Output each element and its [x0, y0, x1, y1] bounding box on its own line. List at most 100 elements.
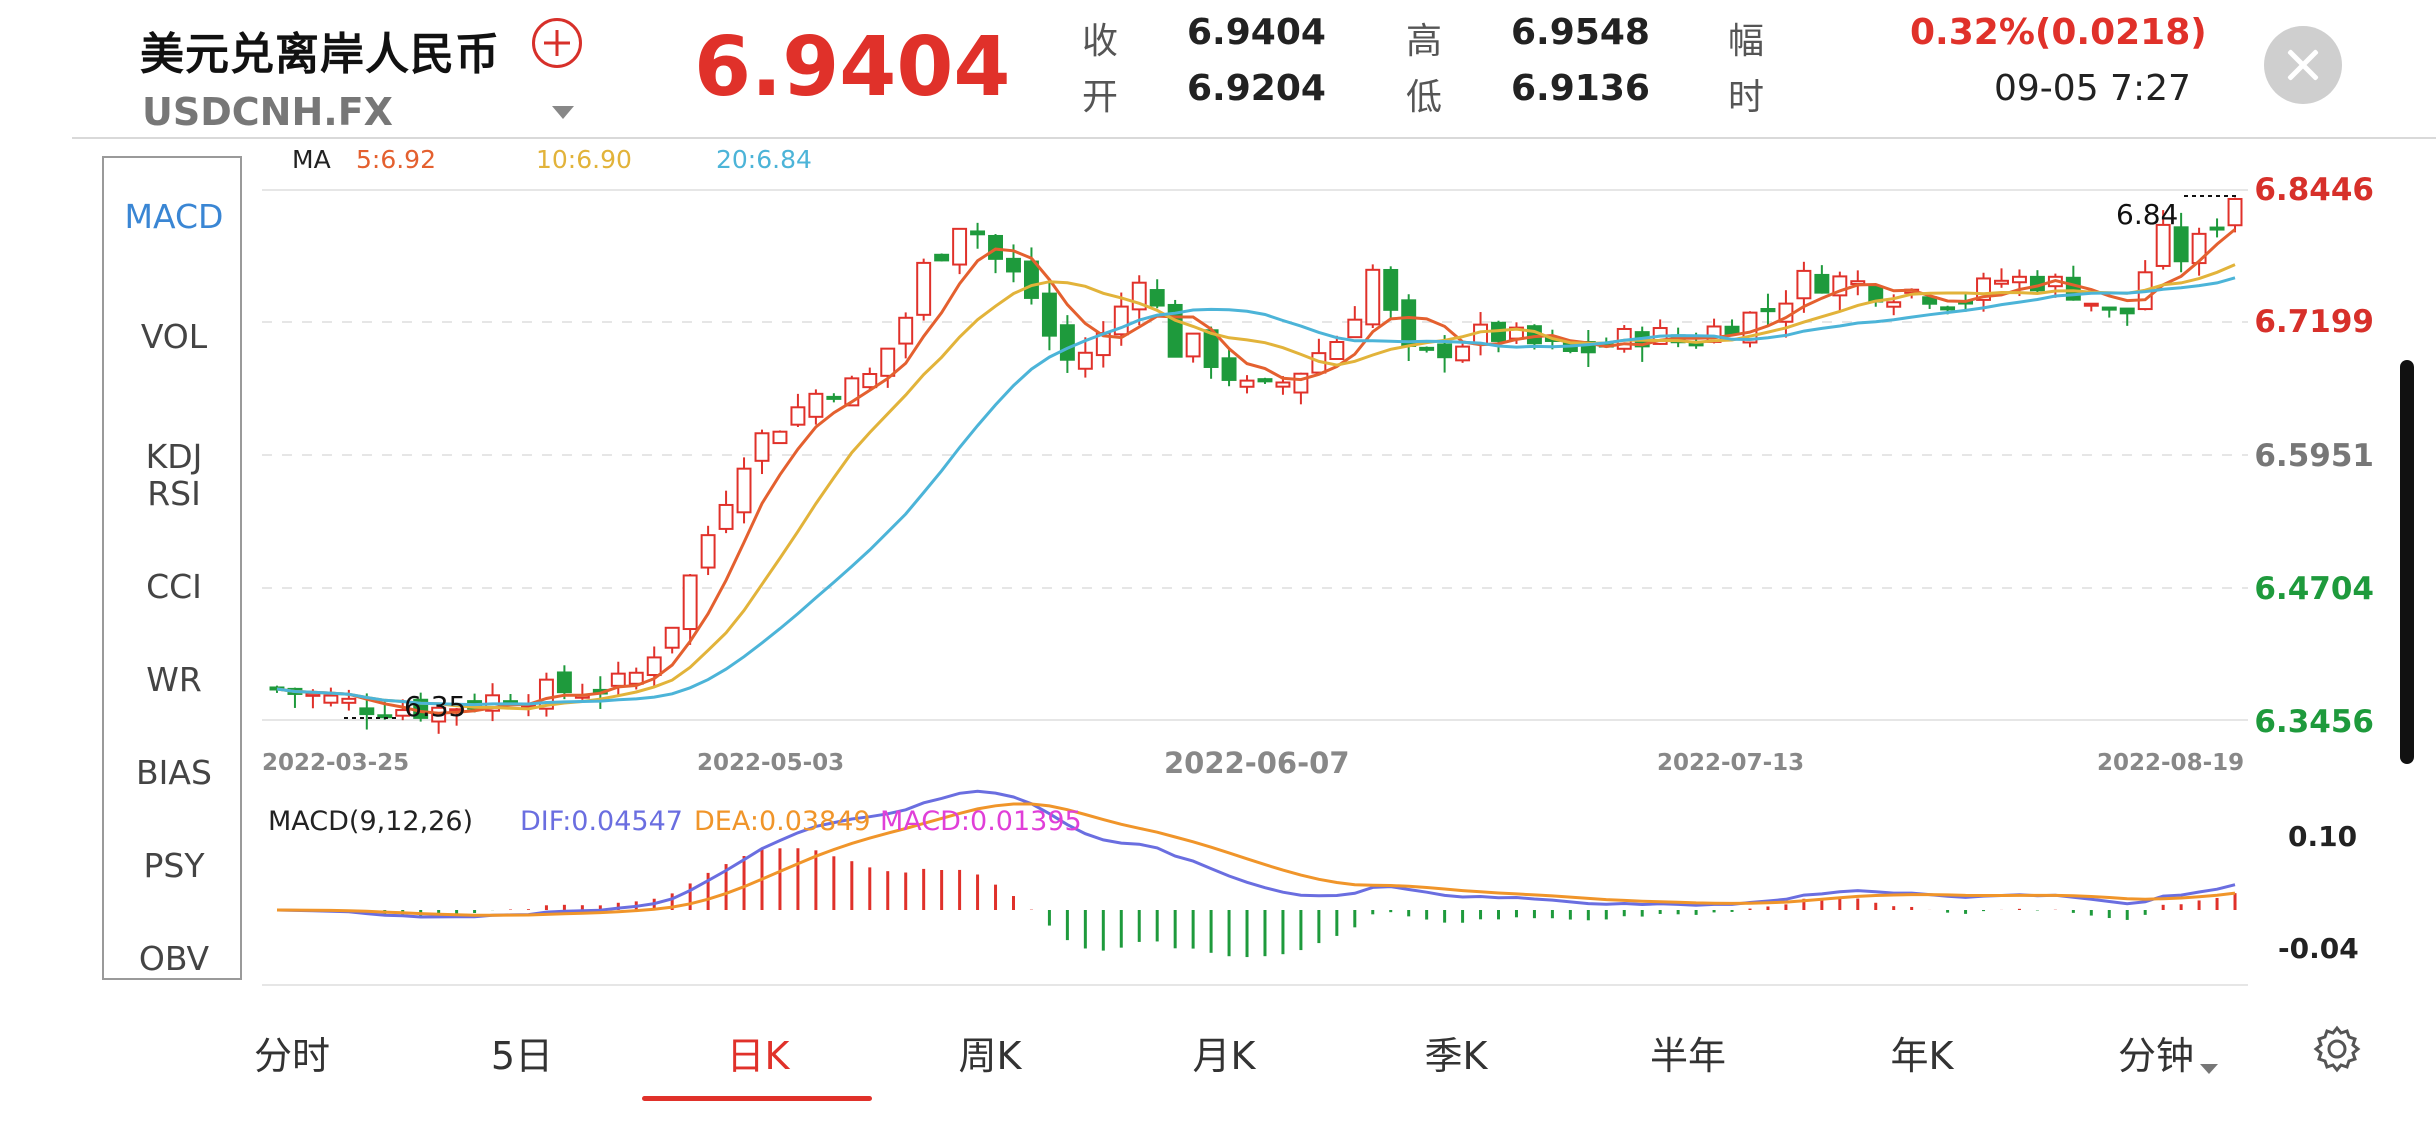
indicator-wr[interactable]: WR — [146, 660, 202, 699]
candle-body — [1365, 268, 1381, 326]
candle-body — [1006, 257, 1021, 273]
candle-body — [1023, 260, 1039, 299]
macd-axis-label: 0.10 — [2288, 820, 2358, 853]
candle-body — [305, 692, 321, 697]
header-divider — [72, 137, 2436, 139]
ma10-value: 10:6.90 — [536, 145, 632, 174]
candle-body — [2227, 197, 2243, 227]
candle-body — [610, 672, 626, 687]
candle-body — [323, 694, 339, 704]
candle-body — [970, 230, 986, 236]
candle-body — [2101, 306, 2117, 311]
candle-body — [1059, 324, 1075, 361]
active-tab-underline — [642, 1096, 872, 1101]
tab-quarterly-k[interactable]: 季K — [1424, 1034, 1488, 1078]
ma10-line — [276, 263, 2236, 711]
high-label: 高 — [1406, 21, 1443, 62]
candle-body — [2119, 307, 2135, 315]
tab-half-year[interactable]: 半年 — [1649, 1034, 1726, 1078]
open-label: 开 — [1082, 77, 1119, 118]
candle-body — [1455, 345, 1471, 362]
date-axis-label: 2022-03-25 — [262, 750, 410, 776]
indicator-panel: MACD VOL KDJ RSI CCI WR BIAS PSY OBV — [102, 156, 242, 980]
time-label: 时 — [1728, 77, 1765, 118]
candle-body — [1221, 357, 1237, 381]
candle-body — [736, 467, 752, 514]
candle-body — [772, 430, 788, 445]
indicator-bias[interactable]: BIAS — [136, 753, 212, 792]
macd-value: MACD:0.01395 — [880, 806, 1082, 837]
tab-weekly-k[interactable]: 周K — [958, 1034, 1022, 1078]
candle-body — [826, 395, 842, 400]
candle-body — [1886, 301, 1902, 308]
candle-body — [664, 626, 680, 649]
candle-body — [1724, 325, 1740, 335]
minute-dropdown-icon[interactable] — [2200, 1064, 2218, 1074]
date-axis-label: 2022-05-03 — [697, 750, 845, 776]
date-axis-label: 2022-08-19 — [2097, 750, 2245, 776]
candle-body — [1814, 273, 1830, 294]
gear-icon[interactable] — [2312, 1024, 2362, 1074]
period-tabs: 分时 5日 日K 周K 月K 季K 半年 年K 分钟 — [0, 1025, 2436, 1085]
tab-yearly-k[interactable]: 年K — [1890, 1034, 1954, 1078]
candle-body — [952, 227, 968, 266]
candle-body — [2191, 232, 2207, 265]
tab-daily-k[interactable]: 日K — [726, 1034, 790, 1078]
candle-body — [808, 392, 824, 418]
indicator-cci[interactable]: CCI — [146, 567, 202, 606]
macd-axis-label: -0.04 — [2278, 932, 2359, 965]
candle-body — [1383, 268, 1399, 311]
low-annotation: 6.35 — [404, 690, 467, 723]
candle-body — [880, 347, 896, 377]
date-axis-label: 2022-07-13 — [1657, 750, 1805, 776]
close-label: 收 — [1082, 21, 1119, 62]
add-watchlist-button[interactable] — [532, 18, 582, 68]
candle-body — [1293, 372, 1309, 394]
candle-body — [556, 671, 572, 694]
candle-body — [1347, 318, 1363, 339]
chevron-down-icon[interactable] — [552, 106, 574, 119]
indicator-obv[interactable]: OBV — [138, 939, 210, 978]
tab-fenshi[interactable]: 分时 — [253, 1034, 330, 1078]
candle-body — [700, 534, 716, 569]
candle-body — [1437, 343, 1453, 359]
date-axis-label: 2022-06-07 — [1164, 746, 1350, 780]
candle-body — [1760, 308, 1776, 313]
time-value: 09-05 7:27 — [1994, 68, 2191, 109]
candle-body — [628, 671, 644, 685]
indicator-psy[interactable]: PSY — [143, 846, 205, 885]
candle-body — [2011, 275, 2027, 284]
candle-body — [934, 253, 950, 262]
close-icon[interactable] — [2264, 26, 2342, 104]
ma20-value: 20:6.84 — [716, 145, 812, 174]
macd-dif: DIF:0.04547 — [520, 806, 683, 837]
dif-line — [276, 789, 2236, 919]
candle-body — [1275, 381, 1291, 388]
candle-body — [395, 709, 411, 717]
candle-body — [682, 574, 698, 631]
price-axis-label: 6.7199 — [2254, 304, 2374, 340]
instrument-title: 美元兑离岸人民币 — [140, 29, 500, 80]
candle-body — [718, 503, 734, 530]
candle-body — [862, 373, 878, 389]
price-axis-label: 6.4704 — [2254, 571, 2374, 607]
candle-body — [1401, 299, 1417, 347]
macd-title: MACD(9,12,26) — [268, 806, 474, 837]
candle-body — [646, 656, 662, 677]
scrollbar[interactable] — [2400, 360, 2414, 764]
change-value: 0.32%(0.0218) — [1910, 12, 2207, 53]
indicator-macd[interactable]: MACD — [124, 197, 224, 236]
indicator-kdj-rsi[interactable]: KDJ RSI — [145, 437, 203, 513]
indicator-vol[interactable]: VOL — [140, 317, 208, 356]
open-value: 6.9204 — [1187, 68, 1326, 109]
candle-body — [754, 432, 770, 462]
tab-monthly-k[interactable]: 月K — [1192, 1034, 1256, 1078]
tab-5day[interactable]: 5日 — [490, 1034, 554, 1078]
candle-body — [2173, 226, 2189, 263]
candle-body — [2209, 226, 2225, 231]
candle-body — [1922, 296, 1938, 305]
tab-minute[interactable]: 分钟 — [2117, 1034, 2194, 1078]
close-value: 6.9404 — [1187, 12, 1326, 53]
macd-dea: DEA:0.03849 — [694, 806, 871, 837]
